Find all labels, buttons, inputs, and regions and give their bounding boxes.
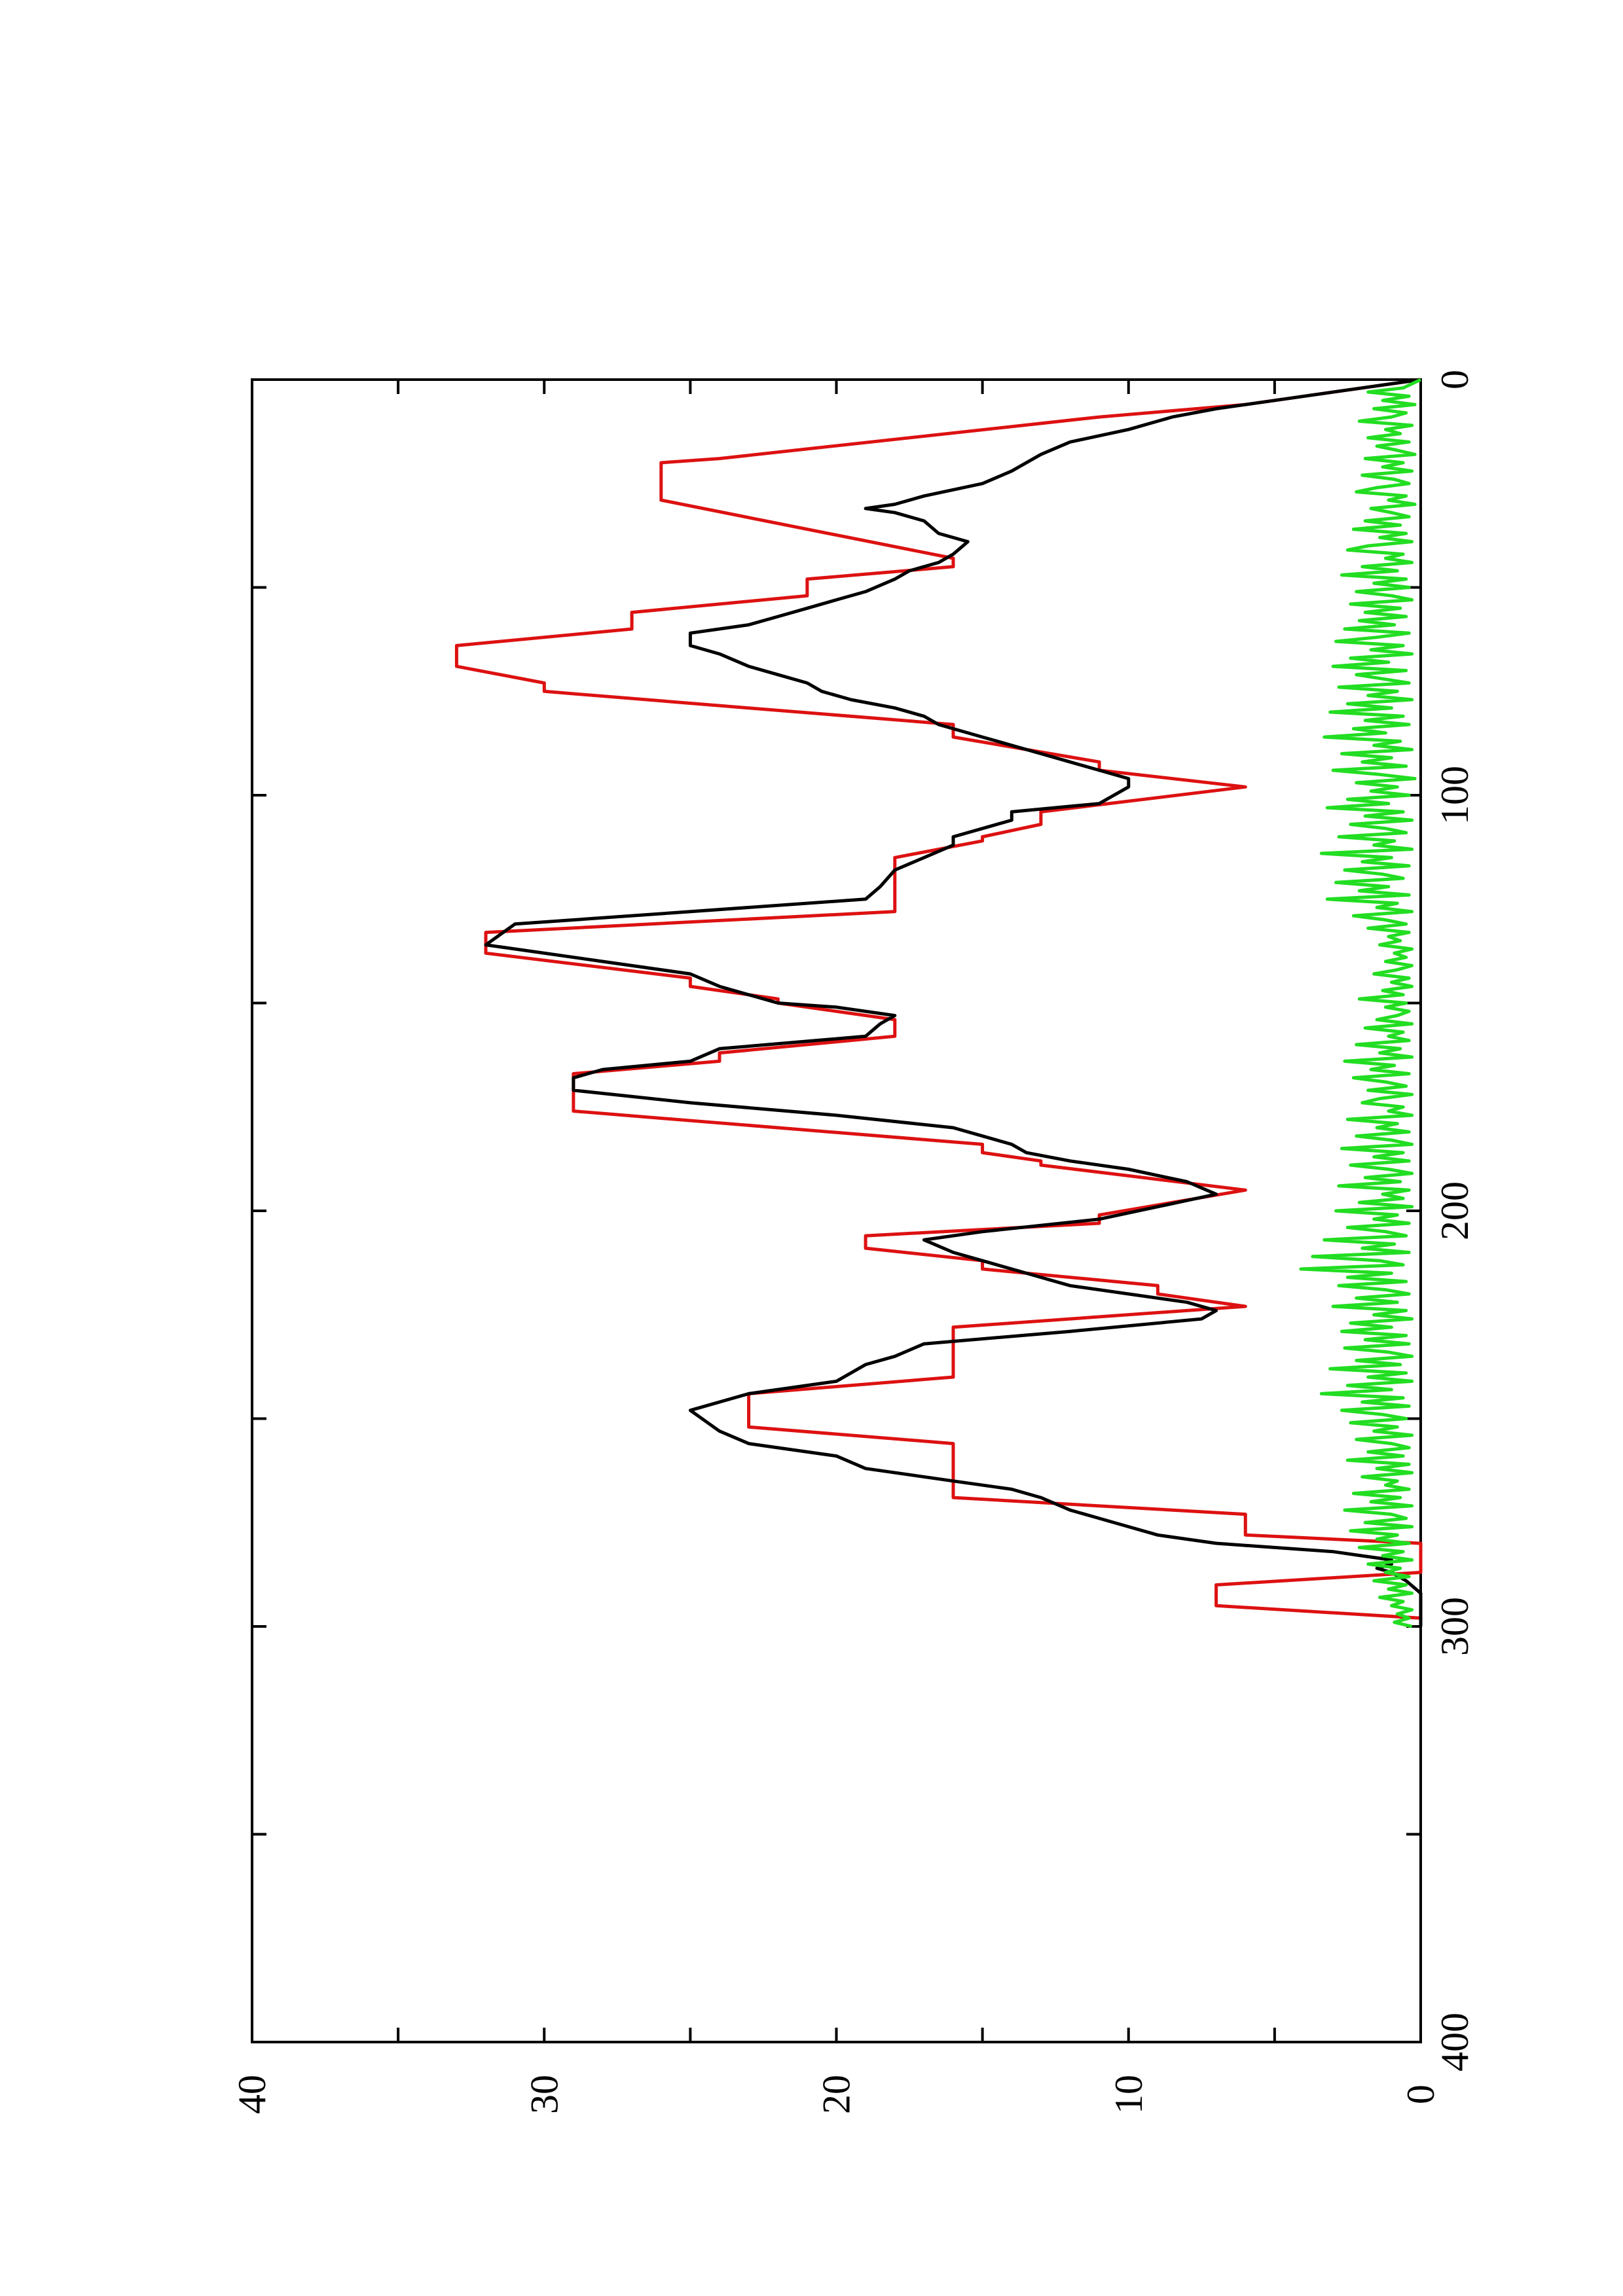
- x-tick-label: 0: [1433, 370, 1476, 389]
- y-tick-label: 0: [1399, 2085, 1442, 2104]
- x-tick-label: 200: [1433, 1181, 1476, 1240]
- tick-labels: 0 100 200 300 400 0 10 20 30 40: [230, 370, 1476, 2114]
- x-tick-label: 400: [1433, 2013, 1476, 2072]
- y-tick-label: 30: [522, 2075, 566, 2114]
- plot-frame: [251, 378, 1422, 2043]
- x-tick-label: 300: [1433, 1597, 1476, 1656]
- series-line-3: [1299, 378, 1422, 1628]
- series-line-1: [454, 378, 1423, 1620]
- series-layer: [454, 378, 1423, 1628]
- y-tick-label: 20: [815, 2075, 858, 2114]
- y-tick-label: 40: [230, 2075, 274, 2114]
- series-line-2: [484, 378, 1423, 1626]
- x-tick-label: 100: [1433, 766, 1476, 825]
- axis-ticks: [251, 378, 1422, 2043]
- y-tick-label: 10: [1107, 2075, 1150, 2114]
